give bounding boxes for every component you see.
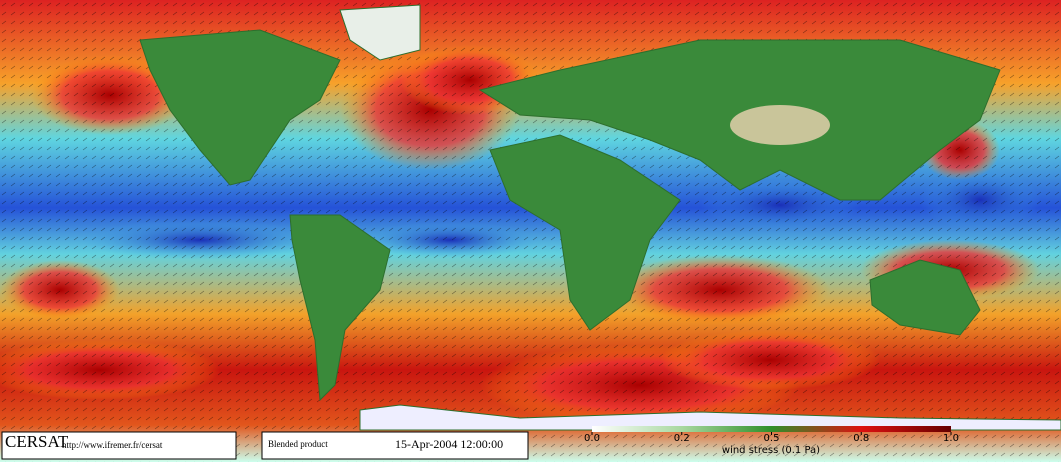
land	[139, 4, 1061, 431]
brand-box	[1, 431, 237, 460]
colorbar-tick-label: 0.0	[584, 433, 600, 444]
colorbar-tick-label: 0.8	[853, 433, 869, 444]
colorbar-tick-label: 1.0	[943, 433, 959, 444]
colorbar	[592, 426, 951, 432]
product-box	[261, 431, 529, 460]
product: Blended product	[268, 439, 328, 449]
url: http://www.ifremer.fr/cersat	[62, 440, 163, 450]
tibet-plateau	[730, 105, 830, 145]
colorbar-tick-label: 0.5	[764, 433, 780, 444]
colorbar-label: wind stress (0.1 Pa)	[722, 445, 820, 456]
brand: CERSAT	[5, 432, 69, 451]
colorbar-ticks: 0.0 0.2 0.5 0.8 1.0	[584, 432, 959, 444]
date: 15-Apr-2004 12:00:00	[395, 437, 503, 451]
colorbar-tick-label: 0.2	[674, 433, 690, 444]
